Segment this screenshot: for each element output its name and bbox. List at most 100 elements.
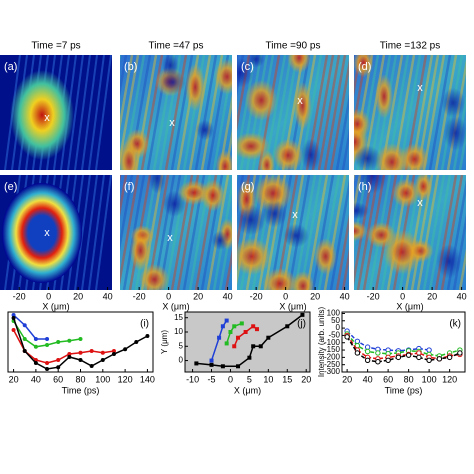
blob bbox=[262, 268, 298, 290]
x-tick-label: 140 bbox=[140, 374, 155, 384]
fringe bbox=[422, 175, 446, 290]
panel-label: (j) bbox=[297, 319, 306, 330]
fringe bbox=[120, 175, 134, 252]
plot-area bbox=[341, 311, 466, 373]
data-point bbox=[209, 362, 214, 367]
x-tick-label: -20 bbox=[133, 291, 146, 301]
series-line bbox=[225, 322, 243, 344]
fringe bbox=[422, 55, 446, 170]
fringe bbox=[458, 128, 466, 170]
blob bbox=[237, 57, 254, 88]
x-tick-label: 40 bbox=[340, 291, 350, 301]
data-point bbox=[209, 358, 214, 363]
blob bbox=[293, 81, 312, 130]
panel-label: (e) bbox=[4, 181, 17, 193]
blob bbox=[414, 175, 433, 201]
ring bbox=[2, 183, 82, 283]
blob bbox=[148, 175, 166, 194]
panel-label: (d) bbox=[358, 61, 371, 73]
position-marker: x bbox=[167, 232, 173, 244]
x-tick-label: 40 bbox=[457, 291, 467, 301]
blob bbox=[301, 138, 321, 170]
data-point bbox=[426, 347, 432, 353]
data-point bbox=[285, 324, 290, 329]
fringe bbox=[74, 55, 91, 170]
panel-title: Time =7 ps bbox=[31, 41, 80, 52]
x-tick-label: -5 bbox=[208, 374, 216, 384]
data-point bbox=[220, 324, 225, 329]
x-tick-label: 120 bbox=[442, 374, 457, 384]
x-tick-label: 15 bbox=[282, 374, 292, 384]
data-point bbox=[364, 344, 371, 350]
plot-area bbox=[184, 311, 311, 373]
x-tick-label: 60 bbox=[53, 374, 63, 384]
data-point bbox=[258, 344, 263, 349]
data-point bbox=[457, 350, 463, 356]
blob bbox=[200, 179, 226, 212]
y-tick-label: 15 bbox=[174, 313, 183, 322]
data-point bbox=[22, 349, 27, 353]
data-point bbox=[56, 365, 61, 370]
x-axis-label: Time (ps) bbox=[62, 385, 100, 395]
x-tick-label: 100 bbox=[95, 374, 110, 384]
heatmap bbox=[0, 55, 112, 170]
data-point bbox=[266, 335, 271, 340]
data-point bbox=[22, 323, 27, 328]
data-point bbox=[375, 359, 381, 365]
data-point bbox=[100, 358, 105, 362]
data-point bbox=[247, 355, 252, 360]
blob bbox=[211, 230, 229, 250]
x-axis-label: X (μm) bbox=[396, 301, 423, 311]
series-line bbox=[346, 330, 430, 352]
data-point bbox=[236, 335, 241, 340]
data-point bbox=[251, 344, 256, 349]
data-point bbox=[224, 318, 229, 323]
x-axis-label: Time (ps) bbox=[385, 385, 423, 395]
series-line bbox=[210, 320, 228, 361]
fringe bbox=[224, 128, 232, 170]
fringe bbox=[428, 55, 452, 170]
data-point bbox=[11, 328, 16, 332]
x-tick-label: 0 bbox=[400, 291, 405, 301]
series-line bbox=[196, 314, 303, 368]
blob bbox=[441, 87, 466, 118]
blob bbox=[375, 73, 393, 119]
fringe bbox=[81, 55, 98, 170]
blob bbox=[400, 143, 429, 170]
fringe bbox=[335, 93, 349, 170]
panel-label: (h) bbox=[358, 181, 371, 193]
heatmap bbox=[354, 55, 466, 170]
fringe bbox=[305, 175, 329, 290]
y-tick-label: -50 bbox=[328, 331, 340, 340]
fringe bbox=[354, 55, 362, 97]
blob bbox=[436, 244, 462, 279]
blob bbox=[261, 199, 287, 228]
panel-label: (a) bbox=[4, 61, 17, 73]
fringe bbox=[416, 175, 440, 290]
data-point bbox=[243, 330, 248, 334]
blob bbox=[354, 220, 368, 242]
fringe bbox=[452, 93, 466, 170]
fringe bbox=[341, 248, 349, 290]
blob bbox=[273, 138, 304, 170]
blob bbox=[354, 55, 374, 78]
data-point bbox=[236, 364, 241, 369]
y-tick-label: 50 bbox=[331, 316, 340, 325]
blob bbox=[162, 55, 179, 78]
y-tick-label: -200 bbox=[324, 352, 341, 361]
position-marker: x bbox=[417, 82, 423, 94]
panel-label: (g) bbox=[241, 181, 254, 193]
fringe bbox=[194, 55, 218, 170]
x-axis-label: X (μm) bbox=[42, 301, 69, 311]
blob bbox=[354, 145, 381, 170]
data-point bbox=[78, 337, 83, 341]
x-axis-label: X (μm) bbox=[234, 385, 261, 395]
data-point bbox=[239, 321, 244, 326]
data-point bbox=[405, 352, 412, 358]
x-tick-label: 0 bbox=[283, 291, 288, 301]
fringe bbox=[335, 213, 349, 290]
data-point bbox=[251, 324, 256, 329]
x-tick-label: -20 bbox=[367, 291, 380, 301]
blob bbox=[237, 238, 272, 276]
heatmap bbox=[120, 55, 232, 170]
